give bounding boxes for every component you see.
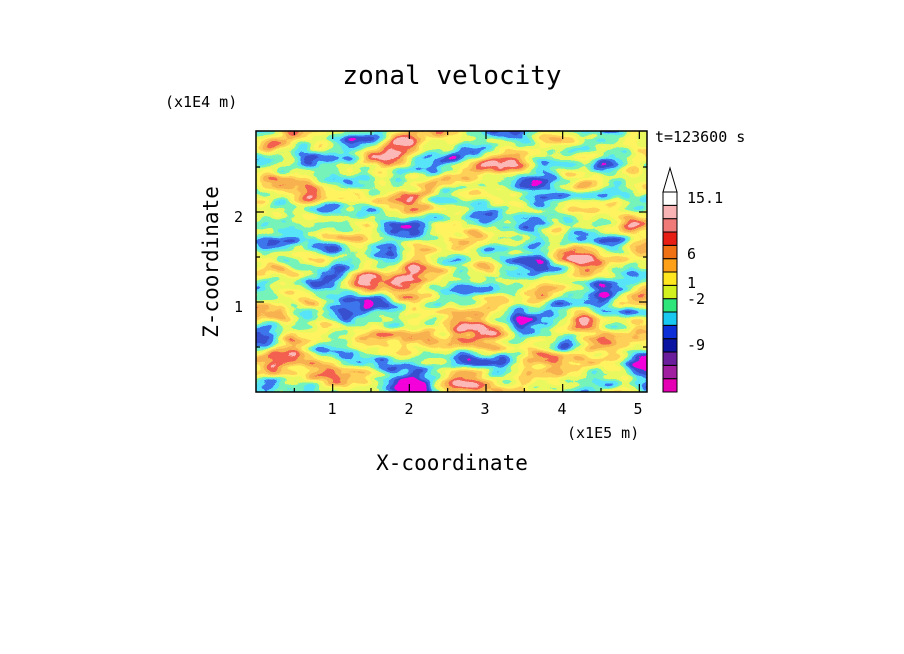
- colorbar-segment: [662, 244, 678, 260]
- y-tick-label: 1: [234, 298, 243, 316]
- y-axis-label: Z-coordinate: [199, 186, 223, 338]
- colorbar-segment: [662, 191, 678, 206]
- colorbar-segment: [662, 258, 678, 273]
- colorbar-segment: [662, 298, 678, 313]
- colorbar-segment: [662, 378, 678, 393]
- axis-ticks: [256, 131, 647, 392]
- colorbar-segment: [662, 204, 678, 220]
- colorbar-segment: [662, 364, 678, 380]
- colorbar-segment: [662, 338, 678, 353]
- colorbar-labels: 15.1 6 1 -2 -9: [687, 189, 723, 354]
- colorbar-label: 15.1: [687, 189, 723, 207]
- x-tick-labels: 1 2 3 4 5: [327, 400, 642, 418]
- colorbar-max-arrow: [662, 166, 678, 193]
- y-scale-label: (x1E4 m): [165, 93, 237, 111]
- colorbar-label: 1: [687, 274, 696, 292]
- colorbar-segment: [662, 218, 678, 233]
- colorbar-segment: [662, 271, 678, 286]
- colorbar-segment: [662, 324, 678, 340]
- x-axis-label: X-coordinate: [376, 451, 528, 475]
- plot-frame: [255, 130, 648, 393]
- contour-field: [256, 131, 647, 392]
- colorbar-label: 6: [687, 245, 696, 263]
- y-tick-labels: 1 2: [234, 208, 243, 316]
- colorbar-segment: [662, 231, 678, 246]
- x-tick-label: 1: [327, 400, 336, 418]
- colorbar-label: -9: [687, 336, 705, 354]
- colorbar-segment: [662, 311, 678, 326]
- colorbar-segment: [662, 284, 678, 300]
- x-tick-label: 2: [404, 400, 413, 418]
- colorbar-segment: [662, 351, 678, 366]
- x-tick-label: 5: [633, 400, 642, 418]
- x-tick-label: 3: [480, 400, 489, 418]
- colorbar: [662, 166, 678, 393]
- x-tick-label: 4: [557, 400, 566, 418]
- time-label: t=123600 s: [655, 128, 745, 146]
- chart-title: zonal velocity: [342, 61, 561, 91]
- colorbar-label: -2: [687, 290, 705, 308]
- y-tick-label: 2: [234, 208, 243, 226]
- x-scale-label: (x1E5 m): [567, 424, 639, 442]
